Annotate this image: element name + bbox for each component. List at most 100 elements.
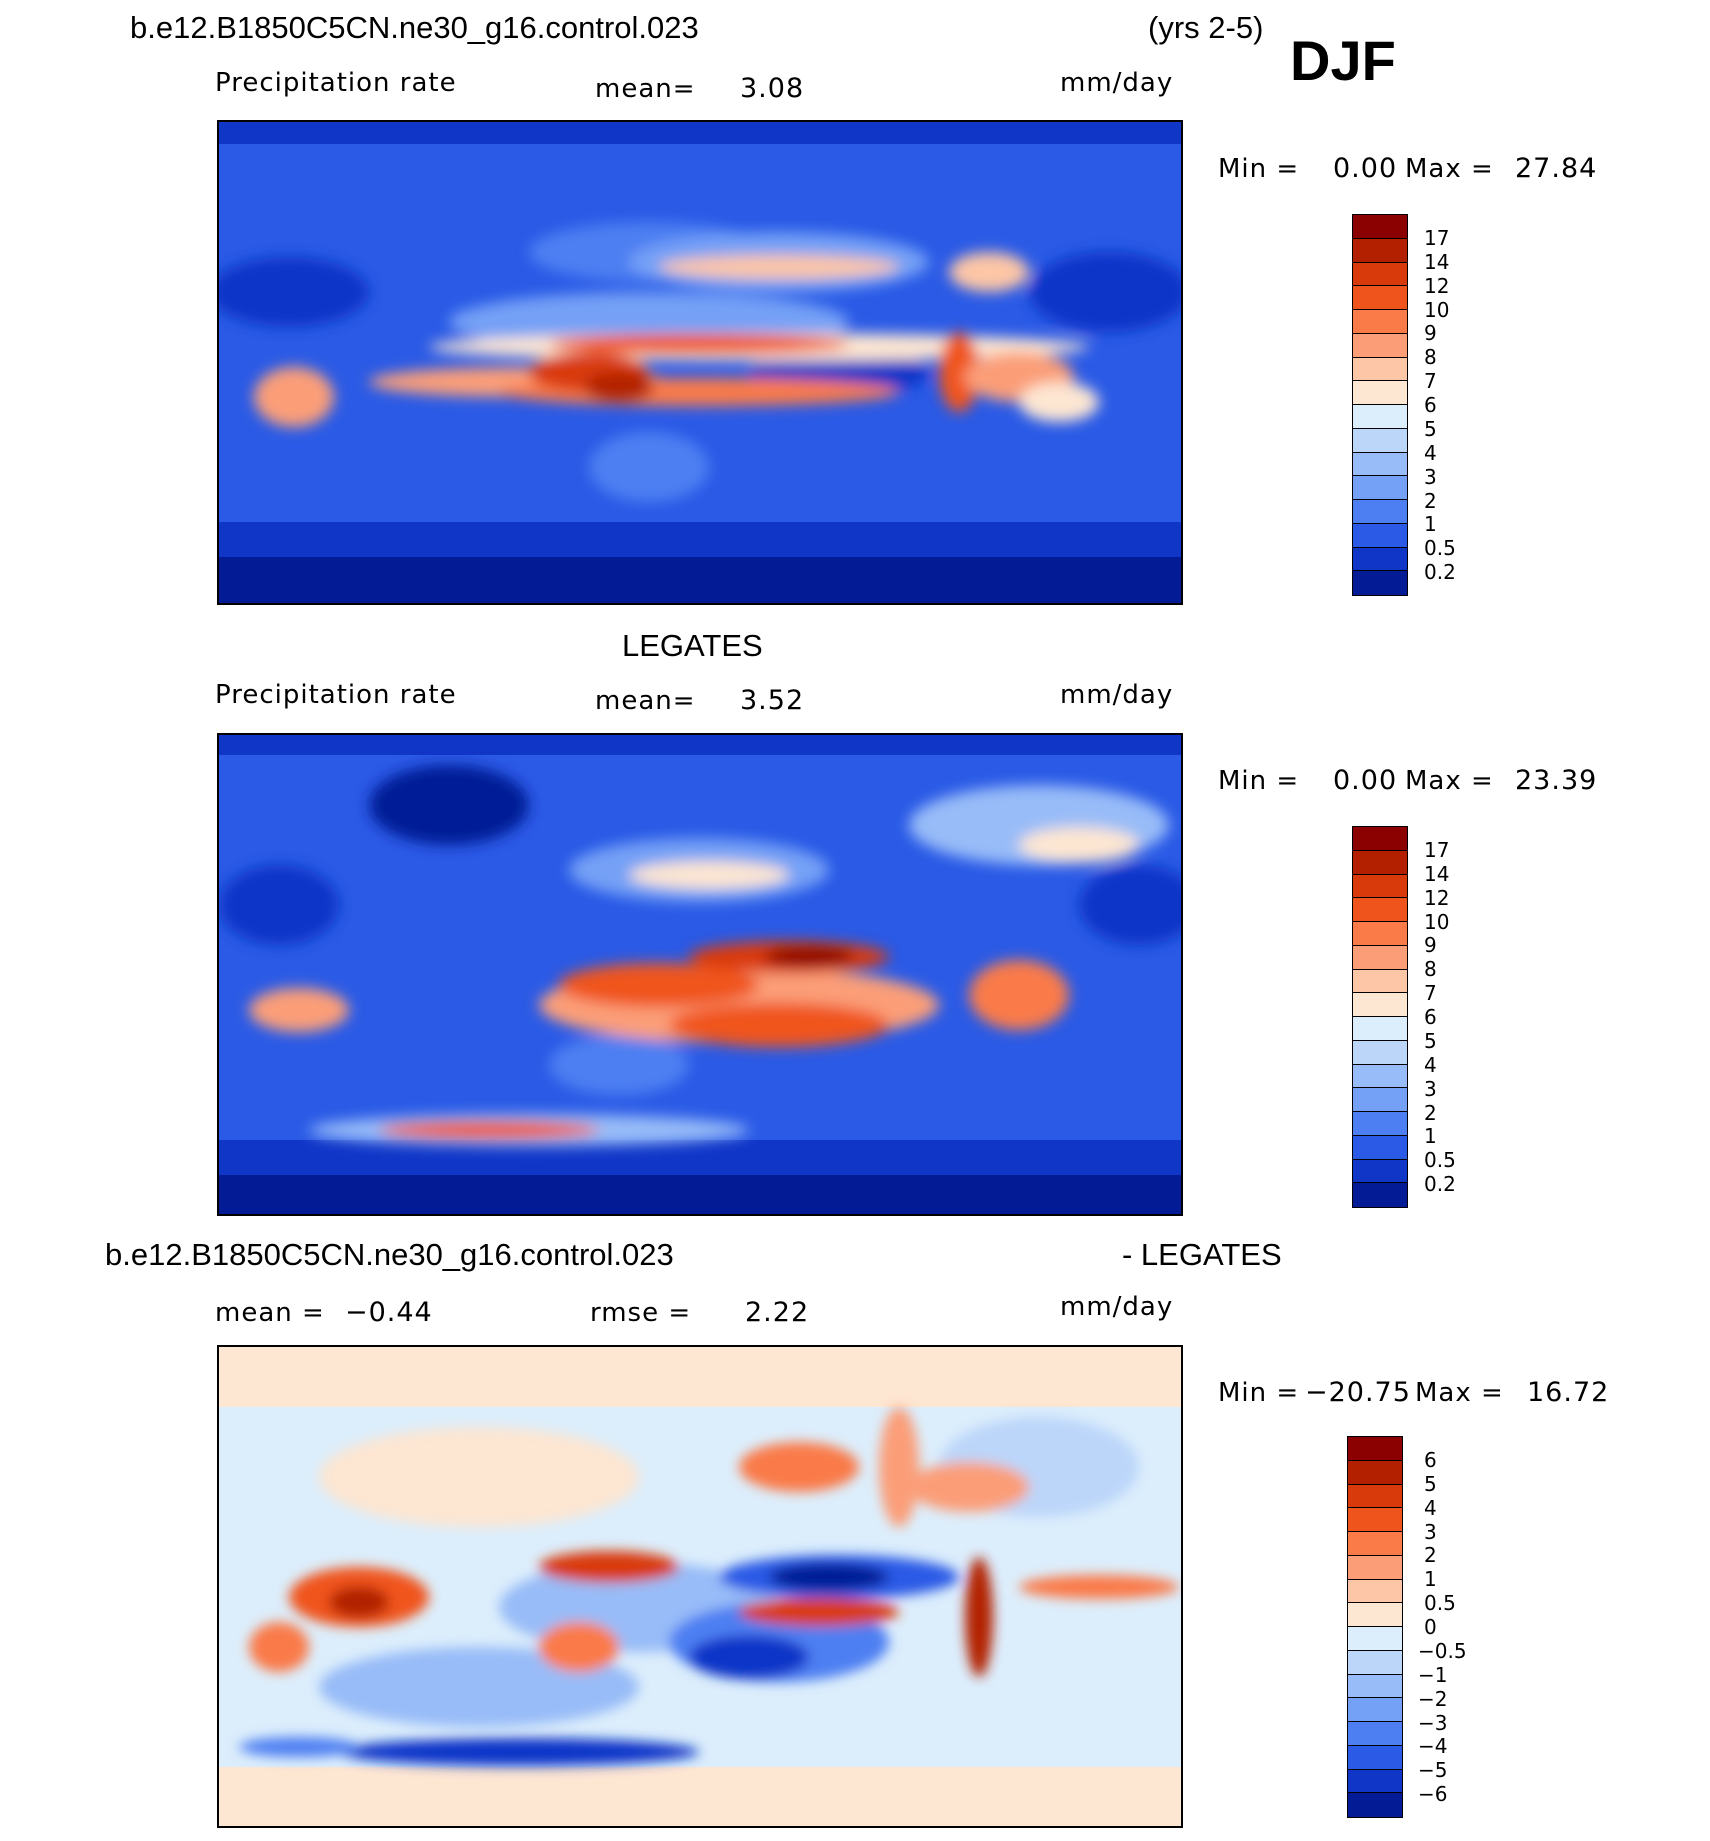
colorbar-segment	[1353, 969, 1407, 994]
colorbar-segment	[1348, 1437, 1402, 1461]
colorbar-tick-label: 12	[1424, 273, 1450, 298]
panel3-mean-label: mean =	[215, 1298, 325, 1328]
colorbar-segment	[1348, 1698, 1402, 1722]
colorbar-segment	[1353, 310, 1407, 334]
colorbar-tick-label: 8	[1424, 957, 1437, 982]
colorbar-tick-label: 17	[1424, 837, 1450, 862]
colorbar-segment	[1353, 1017, 1407, 1041]
panel3-min-value: −20.75	[1305, 1377, 1411, 1408]
colorbar-tick-label: −3	[1418, 1710, 1448, 1735]
panel2-max-label: Max =	[1405, 766, 1494, 796]
colorbar-tick-label: 3	[1424, 464, 1437, 489]
colorbar-segment	[1348, 1745, 1402, 1770]
colorbar-tick-label: −1	[1418, 1662, 1448, 1687]
colorbar-tick-label: 1	[1424, 512, 1437, 537]
colorbar-segment	[1353, 922, 1407, 946]
panel1-max-value: 27.84	[1515, 153, 1598, 184]
colorbar-segment	[1353, 1159, 1407, 1184]
colorbar-segment	[1353, 898, 1407, 922]
panel1-colorbar	[1352, 214, 1408, 596]
colorbar-segment	[1348, 1674, 1402, 1699]
colorbar-tick-label: 7	[1424, 981, 1437, 1006]
colorbar-segment	[1353, 874, 1407, 899]
colorbar-segment	[1353, 333, 1407, 358]
panel3-mean-value: −0.44	[345, 1297, 433, 1328]
colorbar-segment	[1353, 547, 1407, 572]
panel3-units: mm/day	[1060, 1292, 1174, 1322]
panel1-variable: Precipitation rate	[215, 68, 457, 98]
colorbar-tick-label: 2	[1424, 1543, 1437, 1568]
colorbar-tick-label: 2	[1424, 488, 1437, 513]
colorbar-segment	[1353, 286, 1407, 310]
case-title: b.e12.B1850C5CN.ne30_g16.control.023	[130, 10, 699, 45]
panel3-rmse-value: 2.22	[745, 1297, 810, 1328]
colorbar-tick-label: 12	[1424, 885, 1450, 910]
colorbar-segment	[1353, 428, 1407, 453]
colorbar-tick-label: 6	[1424, 393, 1437, 417]
colorbar-segment	[1353, 1112, 1407, 1136]
colorbar-segment	[1348, 1460, 1402, 1485]
colorbar-segment	[1348, 1532, 1402, 1556]
colorbar-tick-label: −0.5	[1418, 1638, 1467, 1663]
colorbar-segment	[1353, 476, 1407, 500]
colorbar-tick-label: −6	[1418, 1782, 1448, 1807]
colorbar-tick-label: 9	[1424, 321, 1437, 346]
season-label: DJF	[1290, 29, 1396, 92]
colorbar-segment	[1348, 1769, 1402, 1794]
colorbar-tick-label: 0.5	[1424, 1591, 1456, 1616]
panel3-title-right: - LEGATES	[1122, 1237, 1282, 1272]
panel2-min-value: 0.00	[1333, 765, 1398, 796]
colorbar-segment	[1353, 1088, 1407, 1112]
colorbar-segment	[1353, 945, 1407, 970]
panel3-max-label: Max =	[1415, 1378, 1504, 1408]
panel3-colorbar	[1347, 1436, 1403, 1818]
colorbar-segment	[1348, 1484, 1402, 1509]
colorbar-tick-label: 0.5	[1424, 536, 1456, 561]
colorbar-tick-label: 0.2	[1424, 560, 1456, 585]
colorbar-segment	[1353, 405, 1407, 429]
panel3-min-label: Min =	[1218, 1378, 1300, 1408]
colorbar-tick-label: 3	[1424, 1519, 1437, 1544]
colorbar-tick-label: 10	[1424, 909, 1450, 934]
colorbar-tick-label: 0.2	[1424, 1172, 1456, 1197]
panel1-min-value: 0.00	[1333, 153, 1398, 184]
panel1-units: mm/day	[1060, 68, 1174, 98]
colorbar-tick-label: 2	[1424, 1100, 1437, 1125]
colorbar-segment	[1353, 1040, 1407, 1065]
panel3-max-value: 16.72	[1527, 1377, 1610, 1408]
panel1-mean-label: mean=	[595, 74, 696, 104]
colorbar-segment	[1348, 1793, 1402, 1817]
colorbar-tick-label: 5	[1424, 1471, 1437, 1496]
colorbar-tick-label: 3	[1424, 1076, 1437, 1101]
colorbar-tick-label: 4	[1424, 1495, 1437, 1520]
panel2-units: mm/day	[1060, 680, 1174, 710]
colorbar-segment	[1353, 1183, 1407, 1207]
colorbar-segment	[1353, 357, 1407, 382]
panel3-map-field	[219, 1347, 1181, 1826]
colorbar-segment	[1348, 1579, 1402, 1604]
colorbar-segment	[1348, 1555, 1402, 1580]
colorbar-tick-label: 7	[1424, 369, 1437, 394]
colorbar-tick-label: 4	[1424, 1052, 1437, 1077]
colorbar-segment	[1353, 452, 1407, 477]
panel2-max-value: 23.39	[1515, 765, 1598, 796]
colorbar-segment	[1353, 571, 1407, 595]
panel1-min-label: Min =	[1218, 154, 1300, 184]
colorbar-tick-label: −2	[1418, 1686, 1448, 1711]
colorbar-tick-label: 14	[1424, 861, 1450, 886]
colorbar-segment	[1353, 1064, 1407, 1089]
panel2-map-field	[219, 735, 1181, 1214]
colorbar-tick-label: 6	[1424, 1005, 1437, 1029]
colorbar-tick-label: 4	[1424, 440, 1437, 465]
panel1-map-field	[219, 122, 1181, 603]
colorbar-tick-label: −4	[1418, 1734, 1448, 1759]
colorbar-tick-label: −5	[1418, 1758, 1448, 1783]
colorbar-segment	[1353, 381, 1407, 405]
panel2-map	[217, 733, 1183, 1216]
panel3-title-left: b.e12.B1850C5CN.ne30_g16.control.023	[105, 1237, 674, 1272]
colorbar-segment	[1348, 1722, 1402, 1746]
colorbar-segment	[1353, 993, 1407, 1017]
colorbar-tick-label: 10	[1424, 297, 1450, 322]
panel2-mean-label: mean=	[595, 686, 696, 716]
colorbar-segment	[1353, 523, 1407, 548]
